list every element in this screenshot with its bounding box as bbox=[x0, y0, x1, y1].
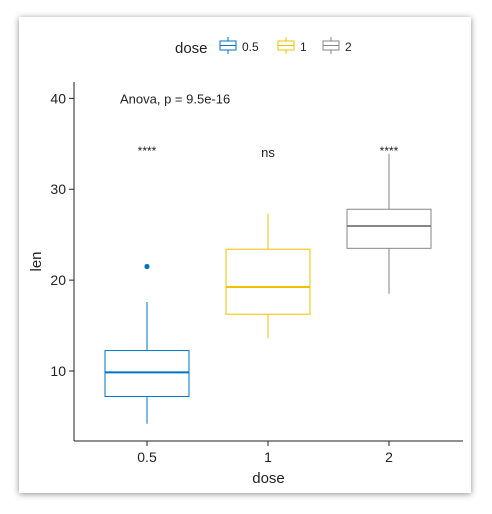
legend: dose 0.5 1 2 bbox=[175, 37, 352, 57]
box-0.5 bbox=[104, 263, 190, 424]
x-tick-label-2: 2 bbox=[385, 449, 393, 465]
legend-label-1: 1 bbox=[300, 40, 307, 54]
legend-item-0.5: 0.5 bbox=[219, 37, 259, 54]
y-tick-label-30: 30 bbox=[50, 181, 66, 197]
box-body bbox=[346, 208, 432, 249]
legend-label-2: 2 bbox=[345, 40, 352, 54]
legend-title: dose bbox=[175, 40, 208, 57]
significance-label-2: **** bbox=[380, 144, 399, 158]
significance-label-0.5: **** bbox=[138, 144, 157, 158]
box-body bbox=[225, 248, 311, 315]
boxes bbox=[104, 153, 432, 424]
x-tick-label-0.5: 0.5 bbox=[137, 449, 157, 465]
box-1 bbox=[225, 213, 311, 339]
axes: 10 20 30 40 0.5 1 2 bbox=[50, 82, 463, 465]
x-axis-title: dose bbox=[252, 470, 285, 487]
x-tick-label-1: 1 bbox=[264, 449, 272, 465]
y-tick-label-20: 20 bbox=[50, 272, 66, 288]
outlier-point-0 bbox=[144, 263, 150, 270]
significance-label-1: ns bbox=[261, 145, 275, 160]
legend-item-1: 1 bbox=[277, 37, 307, 54]
y-tick-label-40: 40 bbox=[50, 90, 66, 106]
legend-item-2: 2 bbox=[322, 37, 352, 54]
box-2 bbox=[346, 153, 432, 294]
legend-label-0.5: 0.5 bbox=[242, 40, 259, 54]
box-body bbox=[104, 350, 190, 397]
anova-annotation: Anova, p = 9.5e-16 bbox=[120, 91, 230, 106]
y-tick-label-10: 10 bbox=[50, 363, 66, 379]
y-axis-title: len bbox=[28, 251, 45, 271]
annotations: Anova, p = 9.5e-16 **** ns **** bbox=[120, 91, 399, 160]
